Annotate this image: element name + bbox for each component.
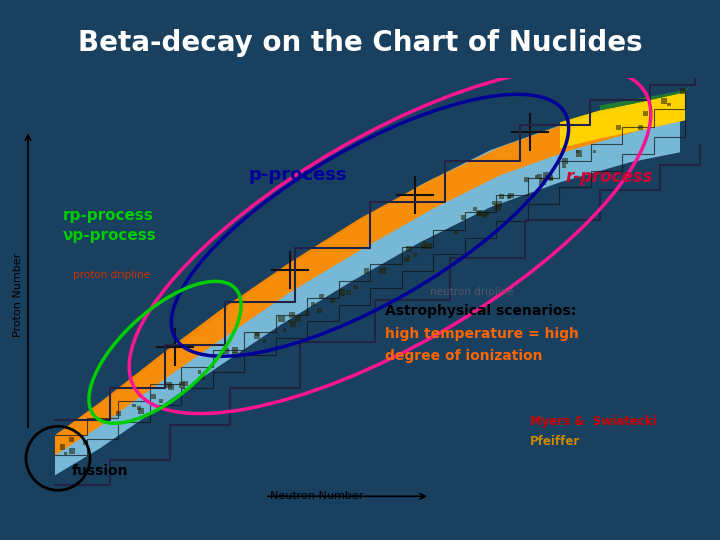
Bar — [496, 200, 503, 207]
Bar — [549, 177, 553, 180]
Bar — [661, 98, 667, 104]
Bar — [476, 211, 482, 216]
Text: proton dripline: proton dripline — [73, 271, 150, 280]
Polygon shape — [560, 92, 685, 148]
Bar — [83, 440, 89, 445]
Bar — [383, 267, 386, 269]
Polygon shape — [55, 92, 685, 455]
Bar — [667, 103, 671, 106]
Bar — [545, 176, 550, 180]
Bar — [254, 333, 260, 339]
Bar — [524, 177, 528, 181]
Bar — [295, 316, 300, 322]
Bar — [179, 382, 185, 388]
Bar — [222, 348, 229, 354]
Bar — [421, 244, 426, 249]
Text: r-process: r-process — [565, 168, 652, 186]
Text: Beta-decay on the Chart of Nuclides: Beta-decay on the Chart of Nuclides — [78, 29, 642, 57]
Bar — [577, 151, 582, 157]
Text: rp-process: rp-process — [63, 208, 154, 224]
Bar — [680, 87, 686, 93]
Bar — [279, 315, 285, 322]
Bar — [255, 332, 259, 336]
Bar — [364, 268, 369, 274]
Bar — [543, 172, 549, 179]
Bar — [289, 312, 295, 318]
Bar — [508, 193, 514, 198]
Bar — [638, 125, 643, 130]
Bar — [379, 267, 386, 274]
Bar — [485, 212, 489, 215]
Bar — [317, 308, 322, 313]
Bar — [132, 404, 136, 408]
Bar — [616, 125, 621, 130]
Bar — [423, 241, 426, 244]
Bar — [200, 375, 205, 380]
Bar — [507, 195, 510, 199]
Bar — [198, 370, 202, 374]
Bar — [461, 215, 465, 220]
Text: νp-process: νp-process — [63, 228, 157, 244]
Text: high temperature = high: high temperature = high — [385, 327, 579, 341]
Bar — [404, 256, 410, 262]
Bar — [158, 399, 163, 403]
Polygon shape — [55, 102, 680, 475]
Bar — [426, 242, 432, 249]
Text: Pfeiffer: Pfeiffer — [530, 435, 580, 448]
Bar — [413, 253, 417, 256]
Bar — [492, 201, 496, 205]
Bar — [575, 150, 579, 153]
Bar — [263, 339, 266, 342]
Bar — [539, 178, 546, 185]
Bar — [562, 164, 566, 168]
Text: fussion: fussion — [72, 464, 128, 478]
Bar — [562, 158, 567, 164]
Text: Neutron Number: Neutron Number — [270, 491, 364, 501]
Bar — [537, 174, 542, 179]
Bar — [138, 408, 144, 414]
Bar — [346, 290, 351, 295]
Bar — [151, 394, 156, 399]
Bar — [290, 321, 297, 327]
Bar — [454, 230, 458, 234]
Bar — [495, 204, 501, 211]
Text: Proton Number: Proton Number — [13, 253, 23, 338]
Bar — [406, 246, 412, 252]
Bar — [534, 175, 538, 178]
Bar — [330, 299, 335, 303]
Bar — [64, 451, 67, 455]
Bar — [116, 411, 120, 416]
Bar — [593, 150, 596, 153]
Bar — [137, 406, 140, 410]
Bar — [69, 437, 74, 442]
Bar — [408, 254, 410, 258]
Bar — [499, 194, 504, 199]
Bar — [69, 448, 75, 454]
Bar — [477, 210, 483, 216]
Bar — [166, 382, 172, 388]
Bar — [60, 444, 66, 450]
Bar — [182, 381, 188, 386]
Bar — [643, 111, 648, 116]
Bar — [233, 352, 238, 358]
Bar — [311, 302, 315, 306]
Bar — [319, 294, 325, 299]
Text: Myers &  Swiatecki: Myers & Swiatecki — [530, 415, 657, 428]
Bar — [472, 207, 477, 211]
Bar — [283, 328, 287, 332]
Bar — [548, 176, 553, 180]
Text: neutron dripline: neutron dripline — [430, 287, 514, 298]
Bar — [289, 320, 292, 323]
Text: p-process: p-process — [248, 166, 346, 184]
Bar — [232, 347, 238, 353]
Text: Astrophysical scenarios:: Astrophysical scenarios: — [385, 305, 576, 318]
Bar — [168, 384, 174, 390]
Text: degree of ionization: degree of ionization — [385, 349, 542, 363]
Polygon shape — [600, 85, 690, 110]
Bar — [305, 311, 310, 316]
Bar — [354, 285, 358, 289]
Bar — [338, 289, 346, 296]
Bar — [220, 352, 225, 356]
Bar — [482, 213, 487, 218]
